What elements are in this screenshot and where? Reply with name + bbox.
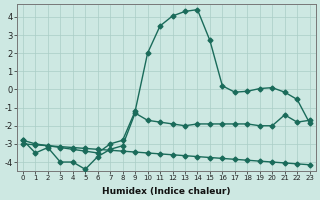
X-axis label: Humidex (Indice chaleur): Humidex (Indice chaleur) bbox=[102, 187, 230, 196]
